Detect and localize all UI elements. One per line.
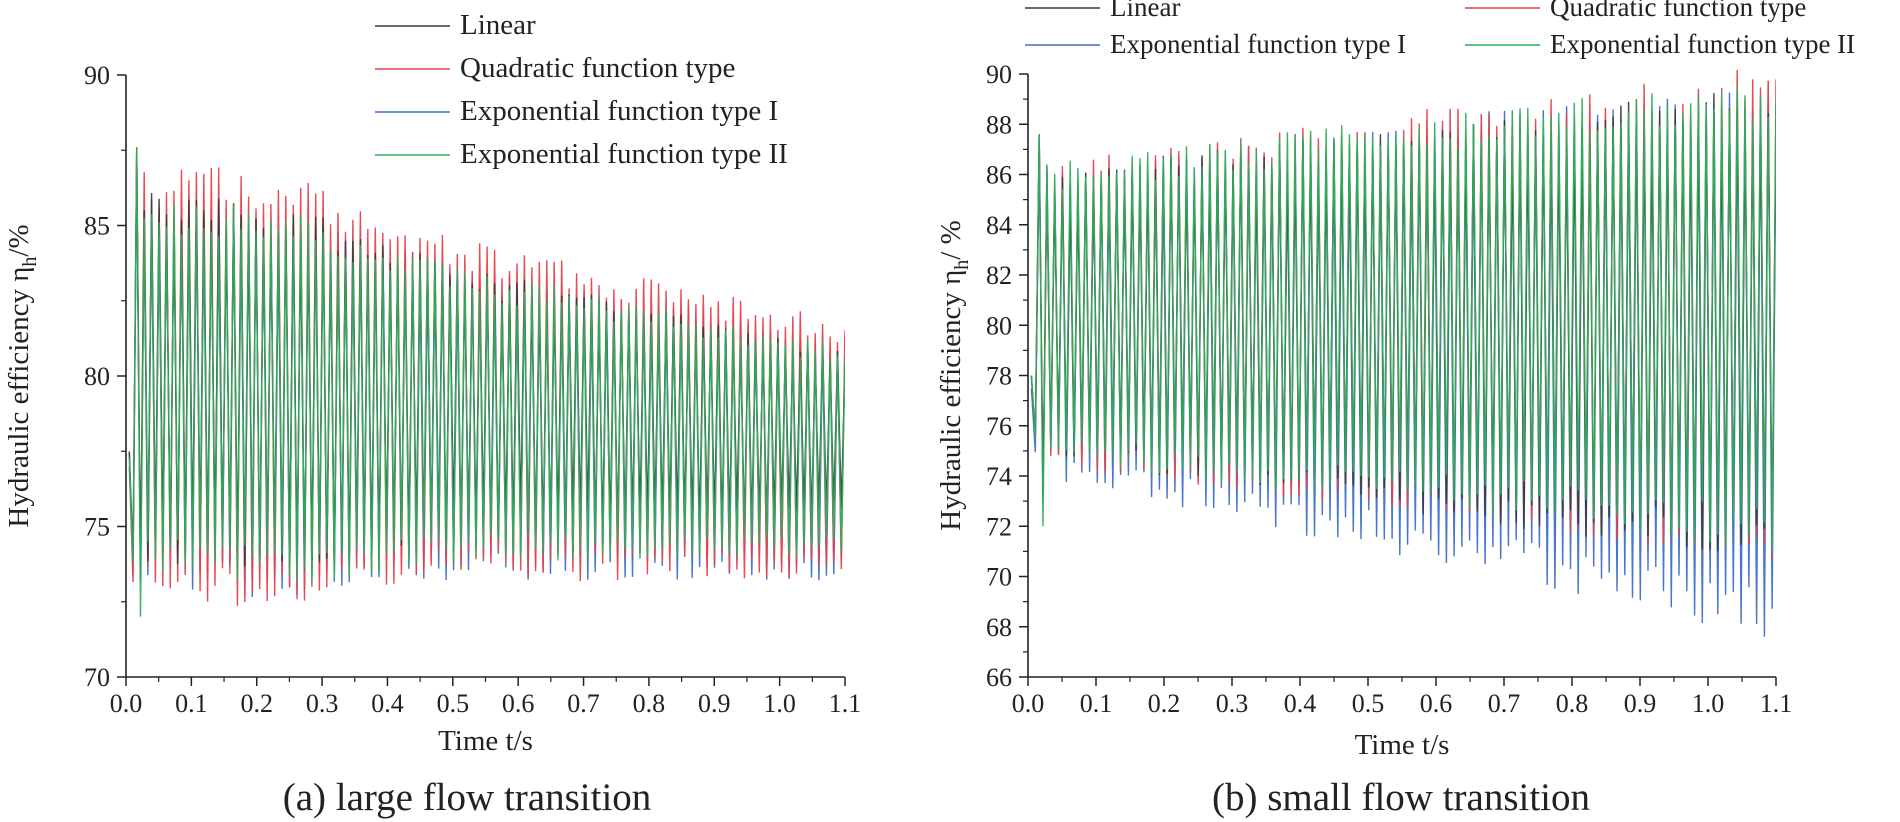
chart-panel-a: 0.0 0.1 0.2 0.3 0.4 0.5 0.6 0.7 0.8 0.9 1.0 1.1 70 75… bbox=[3, 9, 861, 819]
x-tick-label: 1.1 bbox=[1760, 689, 1793, 718]
legend-label: Linear bbox=[1110, 0, 1180, 22]
legend: Linear Quadratic function type Exponential… bbox=[375, 9, 788, 170]
y-tick-label: 78 bbox=[986, 362, 1012, 391]
y-tick-label: 70 bbox=[84, 663, 110, 692]
y-tick-label: 88 bbox=[986, 110, 1012, 139]
y-tick-label: 68 bbox=[986, 613, 1012, 642]
x-tick-label: 0.9 bbox=[1624, 689, 1657, 718]
x-axis-label: Time t/s bbox=[438, 725, 533, 757]
x-tick-label: 0.7 bbox=[567, 689, 600, 718]
y-tick-label: 75 bbox=[84, 513, 110, 542]
y-axis-label-subscript: h bbox=[951, 260, 973, 270]
legend-label: Linear bbox=[460, 9, 536, 41]
x-tick-label: 0.0 bbox=[110, 689, 143, 718]
y-tick-label: 90 bbox=[84, 61, 110, 90]
legend-label: Quadratic function type bbox=[460, 52, 735, 84]
chart-panel-b: 0.0 0.1 0.2 0.3 0.4 0.5 0.6 0.7 0.8 0.9 1.0 1.1 66 68… bbox=[935, 0, 1855, 819]
x-tick-label: 0.1 bbox=[1080, 689, 1113, 718]
y-tick-label: 80 bbox=[84, 362, 110, 391]
x-tick-label: 0.5 bbox=[1352, 689, 1385, 718]
panel-caption: (b) small flow transition bbox=[1212, 776, 1590, 819]
legend: Linear Quadratic function type Exponential… bbox=[1025, 0, 1855, 59]
x-tick-label: 0.8 bbox=[1556, 689, 1589, 718]
series-line-exponential-function-type-ii bbox=[1030, 85, 1776, 555]
y-axis-label: Hydraulic efficiency ηh/% bbox=[3, 224, 41, 527]
x-tick-label: 0.0 bbox=[1012, 689, 1045, 718]
legend-label: Exponential function type I bbox=[460, 95, 778, 127]
y-tick-label: 72 bbox=[986, 512, 1012, 541]
y-axis-label: Hydraulic efficiency ηh/ % bbox=[935, 220, 973, 530]
y-tick-label: 76 bbox=[986, 412, 1012, 441]
x-tick-label: 1.0 bbox=[763, 689, 796, 718]
x-tick-label: 0.4 bbox=[1284, 689, 1317, 718]
x-tick-label: 0.2 bbox=[240, 689, 273, 718]
y-tick-label: 66 bbox=[986, 663, 1012, 692]
y-tick-label: 70 bbox=[986, 563, 1012, 592]
y-axis-label-main: Hydraulic efficiency η bbox=[935, 270, 967, 531]
x-tick-label: 0.1 bbox=[175, 689, 208, 718]
x-tick-label: 0.6 bbox=[502, 689, 535, 718]
series-line-exponential-function-type-ii bbox=[128, 147, 845, 617]
x-tick-label: 1.0 bbox=[1692, 689, 1725, 718]
legend-label: Quadratic function type bbox=[1550, 0, 1806, 22]
panel-caption: (a) large flow transition bbox=[283, 776, 652, 819]
y-tick-label: 80 bbox=[986, 311, 1012, 340]
x-tick-label: 0.3 bbox=[306, 689, 339, 718]
x-tick-label: 0.3 bbox=[1216, 689, 1249, 718]
y-tick-label: 84 bbox=[986, 211, 1012, 240]
x-tick-label: 0.9 bbox=[698, 689, 731, 718]
x-tick-label: 0.2 bbox=[1148, 689, 1181, 718]
y-tick-label: 82 bbox=[986, 261, 1012, 290]
y-axis-label-subscript: h bbox=[19, 257, 41, 267]
series-line-quadratic-function-type bbox=[128, 147, 845, 606]
x-tick-label: 0.8 bbox=[633, 689, 666, 718]
legend-label: Exponential function type II bbox=[460, 138, 788, 170]
x-tick-label: 0.5 bbox=[437, 689, 470, 718]
y-axis-label-main: Hydraulic efficiency η bbox=[3, 267, 35, 528]
x-axis-label: Time t/s bbox=[1355, 729, 1450, 761]
legend-label: Exponential function type I bbox=[1110, 29, 1406, 59]
y-axis-label-unit: / % bbox=[935, 220, 967, 259]
y-tick-label: 85 bbox=[84, 212, 110, 241]
y-tick-label: 74 bbox=[986, 462, 1012, 491]
x-tick-label: 0.7 bbox=[1488, 689, 1521, 718]
y-tick-label: 86 bbox=[986, 161, 1012, 190]
x-tick-label: 1.1 bbox=[829, 689, 862, 718]
legend-label: Exponential function type II bbox=[1550, 29, 1855, 59]
x-tick-label: 0.6 bbox=[1420, 689, 1453, 718]
x-tick-label: 0.4 bbox=[371, 689, 404, 718]
y-axis-label-unit: /% bbox=[3, 224, 35, 256]
y-tick-label: 90 bbox=[986, 60, 1012, 89]
